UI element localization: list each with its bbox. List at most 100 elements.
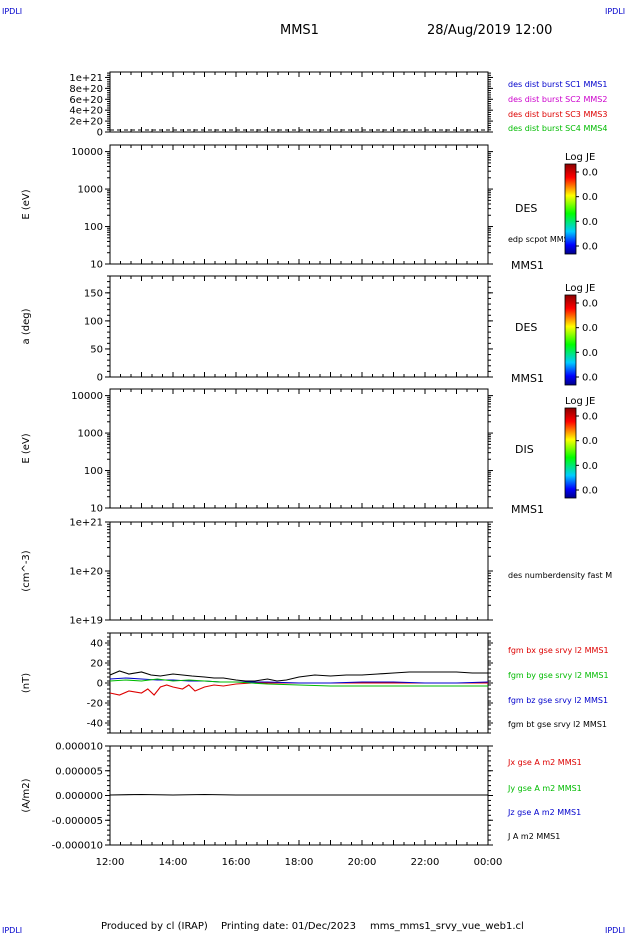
colorbar-title: Log JE bbox=[565, 152, 595, 163]
legend-entry: fgm bx gse srvy l2 MMS1 bbox=[508, 646, 609, 655]
footer-producer: Produced by cl (IRAP) bbox=[101, 921, 208, 932]
y-tick-label: 10 bbox=[90, 504, 103, 515]
colorbar-label: 0.0 bbox=[582, 323, 598, 334]
y-axis-label: E (eV) bbox=[21, 189, 32, 219]
y-tick-label: 50 bbox=[90, 344, 103, 355]
colorbar-label: 0.0 bbox=[582, 373, 598, 384]
y-tick-label: 0.000000 bbox=[55, 791, 103, 802]
footer-printing-date: Printing date: 01/Dec/2023 bbox=[221, 921, 356, 932]
y-tick-label: 4e+20 bbox=[69, 106, 103, 117]
panel-density: 1e+19 1e+20 1e+21 (cm^-3) des numberdensity … bbox=[21, 518, 612, 627]
header-spacecraft: MMS1 bbox=[280, 23, 319, 38]
y-tick-label: 1e+20 bbox=[69, 567, 103, 578]
corner-label-top-left: IPDLI bbox=[2, 7, 22, 16]
colorbar-label: 0.0 bbox=[582, 486, 598, 497]
panel-frame bbox=[109, 144, 489, 265]
y-tick-label: 6e+20 bbox=[69, 95, 103, 106]
y-axis-label: (nT) bbox=[21, 673, 32, 693]
colorbar-label: 0.0 bbox=[582, 168, 598, 179]
colorbar-label: 0.0 bbox=[582, 461, 598, 472]
y-tick-label: 1e+19 bbox=[69, 616, 103, 627]
panel-des-pitch: 0 50 100 150 a (deg) DES MMS1 Log JE 0.0 0.0 0.0 0.… bbox=[21, 275, 598, 386]
panel-frame bbox=[109, 388, 489, 509]
y-tick-label: 0.000005 bbox=[55, 766, 103, 777]
legend-entry: des dist burst SC3 MMS3 bbox=[508, 110, 607, 119]
legend-entry: fgm bt gse srvy l2 MMS1 bbox=[508, 720, 607, 729]
y-tick-label: 0 bbox=[97, 679, 103, 690]
y-tick-label: 20 bbox=[90, 659, 103, 670]
y-tick-label: -20 bbox=[87, 699, 103, 710]
colorbar bbox=[564, 163, 577, 255]
series-line-00bb00 bbox=[109, 678, 488, 687]
legend-entry: des numberdensity fast M bbox=[508, 571, 612, 580]
series-line-dd0000 bbox=[109, 682, 488, 696]
y-axis-label: (A/m2) bbox=[21, 778, 32, 812]
species-label: DIS bbox=[515, 443, 534, 456]
panel-dis-energy: 10 100 1000 10000 E (eV) DIS MMS1 Log JE 0.0 0.0 0… bbox=[21, 388, 598, 516]
colorbar bbox=[564, 294, 577, 386]
y-tick-label: 0 bbox=[97, 128, 103, 139]
colorbar-label: 0.0 bbox=[582, 436, 598, 447]
x-tick-label: 22:00 bbox=[411, 857, 440, 868]
legend-entry: des dist burst SC1 MMS1 bbox=[508, 80, 607, 89]
colorbar-label: 0.0 bbox=[582, 217, 598, 228]
x-tick-label: 20:00 bbox=[348, 857, 377, 868]
y-axis-label: E (eV) bbox=[21, 433, 32, 463]
colorbar-label: 0.0 bbox=[582, 242, 598, 253]
y-tick-label: 10 bbox=[90, 260, 103, 271]
colorbar-label: 0.0 bbox=[582, 412, 598, 423]
legend-entry: des dist burst SC4 MMS4 bbox=[508, 124, 607, 133]
series-line-000000 bbox=[109, 670, 488, 682]
footer-filename: mms_mms1_srvy_vue_web1.cl bbox=[370, 921, 524, 932]
y-tick-label: 1000 bbox=[78, 185, 103, 196]
series-line-000000 bbox=[109, 793, 488, 796]
y-tick-label: 10000 bbox=[71, 147, 103, 158]
colorbar bbox=[564, 407, 577, 499]
y-tick-label: 40 bbox=[90, 639, 103, 650]
y-tick-label: 1e+21 bbox=[69, 73, 103, 84]
x-tick-label: 14:00 bbox=[159, 857, 188, 868]
x-tick-label: 12:00 bbox=[96, 857, 125, 868]
x-tick-label: 18:00 bbox=[285, 857, 314, 868]
species-label: DES bbox=[515, 202, 537, 215]
colorbar-label: 0.0 bbox=[582, 299, 598, 310]
corner-label-bottom-right: IPDLI bbox=[605, 926, 625, 934]
legend-entry: fgm bz gse srvy l2 MMS1 bbox=[508, 696, 608, 705]
panel-frame bbox=[109, 275, 489, 378]
legend-entry: fgm by gse srvy l2 MMS1 bbox=[508, 671, 609, 680]
y-tick-label: 100 bbox=[84, 316, 103, 327]
y-tick-label: -40 bbox=[87, 719, 103, 730]
legend-entry: Jz gse A m2 MMS1 bbox=[507, 808, 581, 817]
panel-fgm: -40 -20 0 20 40 (nT) fgm bx gse srvy l2 MMS1 fg… bbox=[21, 632, 609, 734]
panel-frame bbox=[109, 71, 489, 133]
legend-entry: des dist burst SC2 MMS2 bbox=[508, 95, 607, 104]
y-tick-label: 100 bbox=[84, 222, 103, 233]
legend-entry: J A m2 MMS1 bbox=[507, 832, 560, 841]
panel-current: -0.000010 -0.000005 0.000000 0.000005 0.0000… bbox=[21, 742, 582, 869]
legend-entry: edp scpot MMS1 bbox=[508, 235, 574, 244]
colorbar-title: Log JE bbox=[565, 396, 595, 407]
y-tick-label: 2e+20 bbox=[69, 117, 103, 128]
y-tick-label: -0.000005 bbox=[52, 816, 103, 827]
y-tick-label: 0 bbox=[97, 373, 103, 384]
y-tick-label: 8e+20 bbox=[69, 84, 103, 95]
colorbar-title: Log JE bbox=[565, 283, 595, 294]
spacecraft-tag: MMS1 bbox=[511, 372, 544, 385]
y-tick-label: 1e+21 bbox=[69, 518, 103, 529]
x-tick-label: 00:00 bbox=[474, 857, 503, 868]
y-tick-label: 150 bbox=[84, 288, 103, 299]
spacecraft-tag: MMS1 bbox=[511, 503, 544, 516]
species-label: DES bbox=[515, 321, 537, 334]
x-tick-label: 16:00 bbox=[222, 857, 251, 868]
colorbar-label: 0.0 bbox=[582, 192, 598, 203]
corner-label-bottom-left: IPDLI bbox=[2, 926, 22, 934]
y-axis-label: a (deg) bbox=[21, 308, 32, 344]
y-tick-label: 0.000010 bbox=[55, 742, 103, 753]
spacecraft-tag: MMS1 bbox=[511, 259, 544, 272]
corner-label-top-right: IPDLI bbox=[605, 7, 625, 16]
colorbar-label: 0.0 bbox=[582, 348, 598, 359]
legend-entry: Jy gse A m2 MMS1 bbox=[507, 784, 582, 793]
